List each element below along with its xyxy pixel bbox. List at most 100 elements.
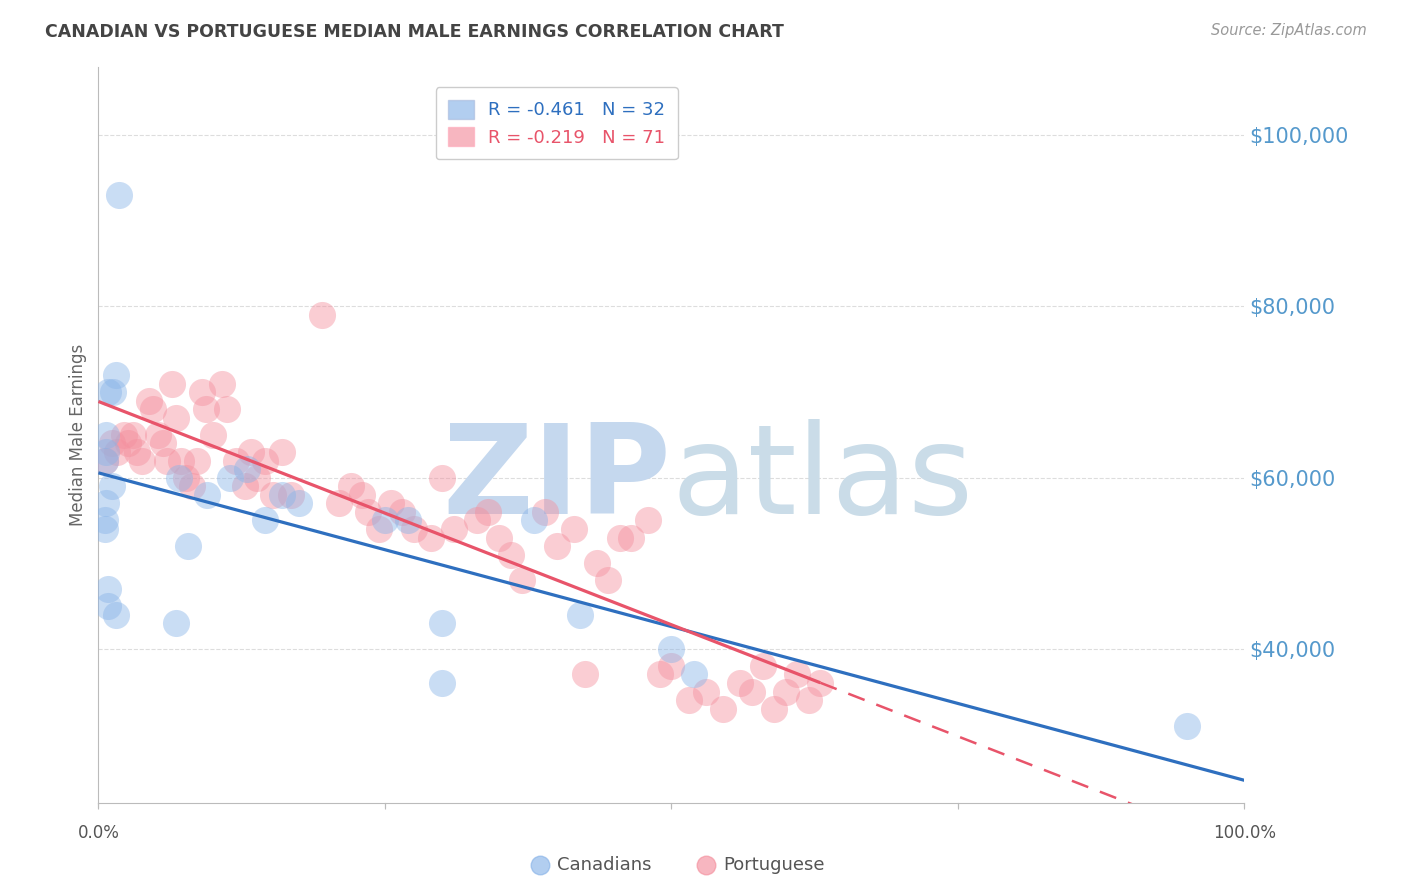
Point (236, 462, 259, 476)
Point (741, 684, 763, 698)
Point (127, 445, 149, 459)
Point (195, 402, 218, 417)
Point (103, 385, 125, 400)
Point (808, 676, 831, 690)
Point (160, 376, 183, 391)
Point (786, 667, 808, 681)
Point (430, 676, 453, 690)
Point (443, 522, 465, 536)
Point (239, 445, 262, 459)
Text: 0.0%: 0.0% (77, 824, 120, 842)
Point (94, 522, 117, 536)
Point (225, 453, 247, 467)
Point (186, 453, 208, 467)
Point (97, 599, 120, 613)
Text: Canadians: Canadians (557, 856, 651, 874)
Text: Portuguese: Portuguese (723, 856, 824, 874)
Point (1175, 719, 1198, 733)
Point (94, 453, 117, 467)
Point (104, 368, 127, 382)
Point (146, 428, 169, 442)
Point (695, 684, 717, 698)
Point (96, 445, 118, 459)
Point (195, 488, 218, 502)
Point (233, 479, 256, 493)
Point (534, 505, 557, 519)
Point (174, 470, 197, 484)
Point (311, 308, 333, 322)
Y-axis label: Median Male Earnings: Median Male Earnings (69, 343, 87, 526)
Point (270, 488, 292, 502)
Point (357, 505, 380, 519)
Point (711, 701, 734, 715)
Point (609, 531, 631, 545)
Point (94, 513, 117, 527)
Point (661, 659, 683, 673)
Point (253, 453, 276, 467)
Point (101, 436, 124, 450)
Point (215, 402, 238, 417)
Point (121, 428, 143, 442)
Text: Source: ZipAtlas.com: Source: ZipAtlas.com (1211, 23, 1367, 38)
Point (94, 453, 117, 467)
Point (661, 641, 683, 656)
Point (380, 496, 402, 510)
Point (108, 188, 131, 202)
Point (512, 574, 534, 588)
Point (368, 522, 391, 536)
Point (620, 531, 643, 545)
Point (488, 531, 510, 545)
Point (219, 470, 242, 484)
Point (396, 513, 419, 527)
Text: atlas: atlas (672, 418, 973, 540)
Legend: R = -0.461   N = 32, R = -0.219   N = 71: R = -0.461 N = 32, R = -0.219 N = 71 (436, 87, 678, 160)
Point (167, 470, 190, 484)
Point (131, 453, 153, 467)
Point (97, 385, 120, 400)
Text: 100.0%: 100.0% (1213, 824, 1275, 842)
Point (262, 488, 284, 502)
Point (430, 616, 453, 631)
Point (105, 445, 128, 459)
Point (165, 616, 187, 631)
Point (181, 479, 204, 493)
Point (430, 470, 453, 484)
Point (683, 667, 706, 681)
Point (568, 607, 591, 622)
Point (465, 513, 488, 527)
Point (350, 488, 373, 502)
Point (477, 505, 499, 519)
Point (152, 436, 174, 450)
Point (598, 574, 620, 588)
Point (648, 667, 671, 681)
Point (328, 496, 350, 510)
Point (546, 539, 568, 553)
Point (142, 402, 165, 417)
Point (586, 556, 609, 570)
Point (797, 693, 820, 707)
Point (104, 607, 127, 622)
Point (138, 393, 160, 408)
Point (574, 667, 596, 681)
Point (419, 531, 441, 545)
Point (775, 684, 797, 698)
Point (253, 513, 276, 527)
Point (752, 659, 775, 673)
Point (288, 496, 311, 510)
Point (202, 428, 225, 442)
Text: CANADIAN VS PORTUGUESE MEDIAN MALE EARNINGS CORRELATION CHART: CANADIAN VS PORTUGUESE MEDIAN MALE EARNI… (45, 23, 785, 41)
Point (270, 445, 292, 459)
Point (280, 488, 302, 502)
Point (339, 479, 361, 493)
Point (190, 385, 212, 400)
Point (374, 513, 396, 527)
Point (728, 676, 751, 690)
Point (245, 470, 267, 484)
Text: ZIP: ZIP (443, 418, 672, 540)
Point (523, 513, 546, 527)
Point (211, 376, 233, 391)
Point (112, 428, 135, 442)
Point (499, 548, 522, 562)
Point (96, 496, 118, 510)
Point (165, 410, 187, 425)
